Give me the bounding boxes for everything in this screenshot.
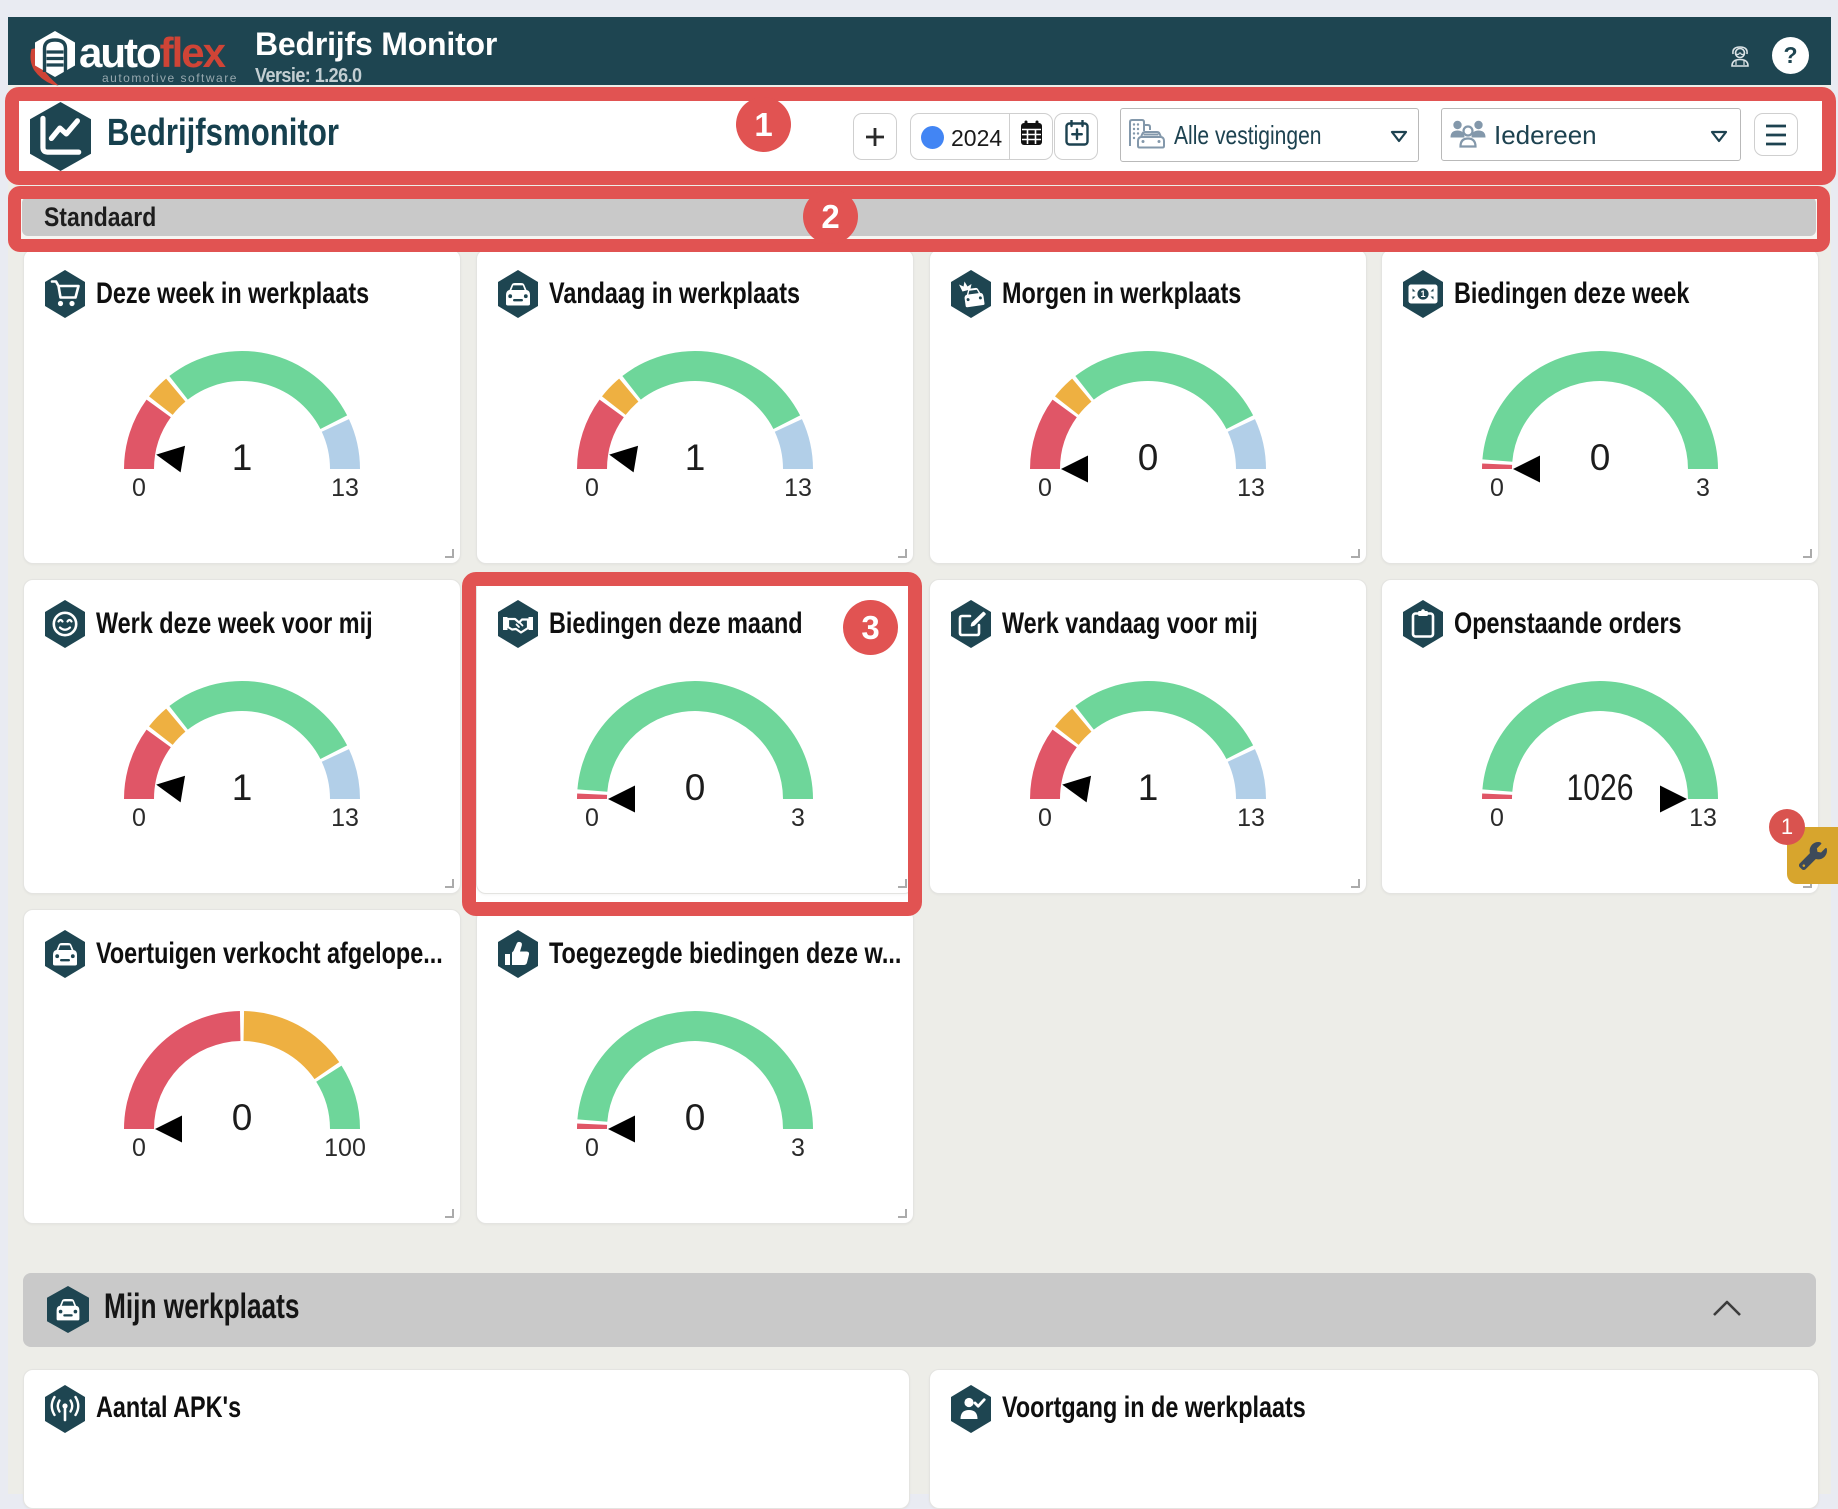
svg-text:13: 13 (1689, 804, 1717, 832)
svg-text:1: 1 (232, 437, 253, 478)
svg-text:0: 0 (1038, 804, 1052, 832)
svg-text:0: 0 (1138, 437, 1159, 478)
svg-text:3: 3 (791, 804, 805, 832)
svg-text:13: 13 (331, 474, 359, 502)
svg-text:0: 0 (1490, 804, 1504, 832)
svg-text:0: 0 (1490, 474, 1504, 502)
svg-text:3: 3 (791, 1134, 805, 1162)
svg-text:1: 1 (1420, 289, 1425, 299)
svg-text:1: 1 (232, 767, 253, 808)
svg-text:13: 13 (331, 804, 359, 832)
svg-text:automotive software: automotive software (102, 71, 238, 85)
svg-text:0: 0 (1590, 437, 1611, 478)
svg-text:0: 0 (1038, 474, 1052, 502)
svg-text:0: 0 (585, 804, 599, 832)
svg-text:3: 3 (1696, 474, 1710, 502)
svg-text:13: 13 (1237, 804, 1265, 832)
svg-text:100: 100 (324, 1134, 366, 1162)
svg-text:0: 0 (132, 804, 146, 832)
svg-text:0: 0 (132, 1134, 146, 1162)
svg-text:0: 0 (685, 1097, 706, 1138)
svg-text:0: 0 (585, 474, 599, 502)
svg-text:0: 0 (685, 767, 706, 808)
svg-text:1: 1 (1138, 767, 1159, 808)
svg-text:autoflex: autoflex (79, 29, 227, 76)
svg-text:13: 13 (784, 474, 812, 502)
svg-text:1: 1 (685, 437, 706, 478)
svg-text:13: 13 (1237, 474, 1265, 502)
svg-text:0: 0 (232, 1097, 253, 1138)
svg-text:0: 0 (132, 474, 146, 502)
svg-text:0: 0 (585, 1134, 599, 1162)
svg-text:1026: 1026 (1567, 767, 1634, 808)
